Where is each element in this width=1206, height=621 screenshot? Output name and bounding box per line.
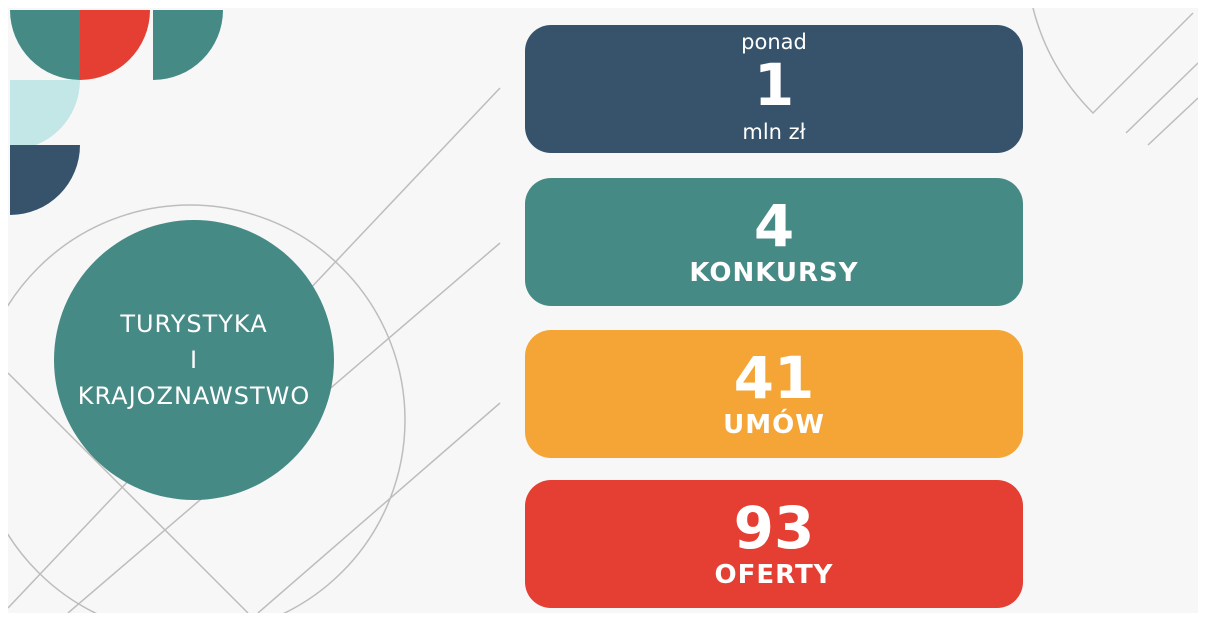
decorations	[8, 8, 1198, 613]
stat-label: KONKURSY	[689, 258, 859, 288]
slide: TURYSTYKA I KRAJOZNAWSTWO ponad 1 mln zł 4 KON…	[8, 8, 1198, 613]
stat-label: OFERTY	[714, 560, 834, 590]
stat-card: 4 KONKURSY	[525, 178, 1023, 306]
title-line: TURYSTYKA	[120, 310, 268, 338]
title-circle: TURYSTYKA I KRAJOZNAWSTWO	[54, 220, 334, 500]
stat-card: 41 UMÓW	[525, 330, 1023, 458]
deco-shape	[10, 10, 80, 80]
stat-label: UMÓW	[723, 410, 825, 440]
title-line: KRAJOZNAWSTWO	[77, 382, 311, 410]
deco-shape	[10, 145, 80, 215]
stat-card: ponad 1 mln zł	[525, 25, 1023, 153]
stat-card: 93 OFERTY	[525, 480, 1023, 608]
title-line: I	[189, 346, 199, 374]
deco-arc	[1032, 8, 1194, 115]
deco-line	[8, 372, 249, 613]
outline-circle	[8, 204, 406, 613]
stat-value: 93	[733, 494, 815, 562]
stat-label: mln zł	[742, 120, 806, 144]
stat-value: 4	[753, 192, 795, 260]
deco-line	[1147, 97, 1198, 146]
deco-line	[257, 402, 501, 613]
stat-value: 41	[733, 344, 815, 412]
stat-value: 1	[753, 51, 795, 119]
deco-shape	[153, 10, 223, 80]
stat-prefix: ponad	[741, 30, 807, 54]
deco-shape	[10, 80, 80, 150]
deco-line	[1125, 62, 1198, 134]
deco-shape	[80, 10, 150, 80]
